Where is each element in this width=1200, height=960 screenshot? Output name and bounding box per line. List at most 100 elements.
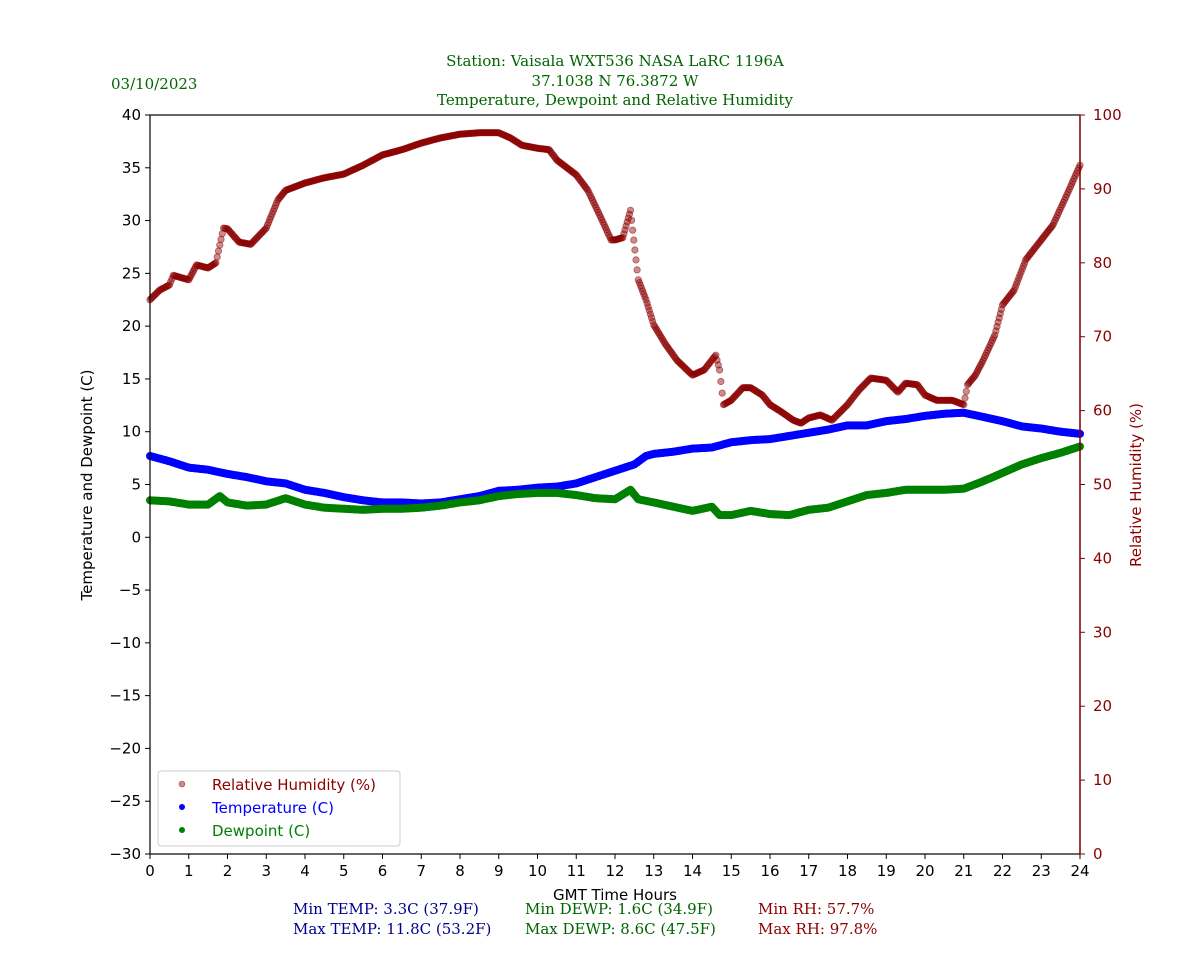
x-tick-label: 6 — [378, 862, 388, 880]
y2-tick-label: 80 — [1093, 254, 1112, 272]
dewpoint-series — [145, 442, 1085, 520]
rh-point — [960, 401, 968, 409]
x-tick-label: 16 — [760, 862, 779, 880]
y-tick-label: −10 — [109, 634, 141, 652]
x-tick-label: 15 — [722, 862, 741, 880]
y-tick-label: −25 — [109, 792, 141, 810]
x-tick-label: 5 — [339, 862, 349, 880]
legend-label-dewpoint: Dewpoint (C) — [212, 822, 310, 840]
rh-point — [633, 266, 641, 274]
y-tick-label: 30 — [122, 212, 141, 230]
x-tick-label: 7 — [416, 862, 426, 880]
x-tick-label: 1 — [184, 862, 194, 880]
rh-point — [717, 377, 725, 386]
rh-point — [718, 389, 726, 397]
x-tick-label: 17 — [799, 862, 818, 880]
y2-tick-label: 30 — [1093, 623, 1112, 641]
x-tick-label: 20 — [915, 862, 934, 880]
y-axis-label: Temperature and Dewpoint (C) — [78, 369, 96, 601]
y-tick-label: 20 — [122, 317, 141, 335]
x-tick-label: 23 — [1032, 862, 1051, 880]
legend: Relative Humidity (%) Temperature (C) De… — [157, 770, 401, 847]
y-tick-label: 40 — [122, 106, 141, 124]
x-tick-label: 3 — [261, 862, 271, 880]
rh-point — [631, 246, 639, 254]
rh-point — [961, 394, 969, 402]
x-tick-label: 21 — [954, 862, 973, 880]
x-tick-label: 18 — [838, 862, 857, 880]
y-tick-label: 15 — [122, 370, 141, 388]
y-tick-label: −15 — [109, 687, 141, 705]
y-tick-label: −30 — [109, 845, 141, 863]
x-tick-label: 2 — [223, 862, 233, 880]
rh-point — [996, 309, 1004, 318]
x-tick-label: 8 — [455, 862, 465, 880]
rh-point — [715, 366, 724, 374]
legend-marker-rh — [178, 780, 186, 788]
rh-point — [627, 216, 636, 224]
y2-tick-label: 60 — [1093, 402, 1112, 420]
y-tick-label: −5 — [119, 581, 141, 599]
y-tick-label: 5 — [131, 476, 141, 494]
stat-max-temp: Max TEMP: 11.8C (53.2F) — [293, 920, 492, 938]
x-tick-label: 13 — [644, 862, 663, 880]
stat-max-rh: Max RH: 97.8% — [758, 920, 878, 938]
y2-tick-label: 10 — [1093, 771, 1112, 789]
y2-axis-label: Relative Humidity (%) — [1127, 403, 1145, 567]
chart-title-line2: 37.1038 N 76.3872 W — [532, 72, 699, 90]
y2-tick-label: 20 — [1093, 697, 1112, 715]
x-tick-label: 24 — [1070, 862, 1089, 880]
rh-point — [632, 256, 640, 264]
y-axis-ticks: 40 35 30 25 20 15 10 5 0 −5 −10 −15 −20 −25 −30 — [109, 106, 150, 863]
chart-title-line1: Station: Vaisala WXT536 NASA LaRC 1196A — [446, 52, 784, 70]
rh-point — [216, 241, 224, 249]
rh-series — [146, 129, 1084, 427]
stat-max-dewp: Max DEWP: 8.6C (47.5F) — [525, 920, 716, 938]
y-tick-label: 35 — [122, 159, 141, 177]
rh-point — [995, 314, 1003, 322]
rh-point — [217, 235, 225, 243]
rh-point — [622, 222, 630, 230]
rh-point — [962, 387, 970, 395]
legend-marker-dewpoint — [179, 827, 185, 833]
chart-date: 03/10/2023 — [111, 75, 197, 93]
rh-point — [212, 259, 220, 267]
x-tick-label: 9 — [494, 862, 504, 880]
rh-point — [630, 236, 638, 244]
x-tick-label: 22 — [993, 862, 1012, 880]
rh-point — [991, 331, 999, 339]
legend-marker-temperature — [179, 804, 185, 810]
x-tick-label: 4 — [300, 862, 310, 880]
rh-point — [214, 247, 223, 255]
y-tick-label: −20 — [109, 739, 141, 757]
x-tick-label: 14 — [683, 862, 702, 880]
stat-min-dewp: Min DEWP: 1.6C (34.9F) — [525, 900, 713, 918]
rh-point — [213, 253, 221, 261]
y2-tick-label: 0 — [1093, 845, 1103, 863]
x-tick-label: 10 — [528, 862, 547, 880]
y-tick-label: 25 — [122, 264, 141, 282]
rh-point — [626, 206, 635, 214]
x-tick-label: 19 — [877, 862, 896, 880]
y-tick-label: 0 — [131, 528, 141, 546]
x-tick-label: 12 — [605, 862, 624, 880]
stat-min-temp: Min TEMP: 3.3C (37.9F) — [293, 900, 479, 918]
y2-tick-label: 90 — [1093, 180, 1112, 198]
legend-label-rh: Relative Humidity (%) — [212, 776, 376, 794]
y2-tick-label: 40 — [1093, 549, 1112, 567]
legend-label-temperature: Temperature (C) — [211, 799, 334, 817]
stat-min-rh: Min RH: 57.7% — [758, 900, 875, 918]
rh-point — [629, 226, 637, 234]
y-tick-label: 10 — [122, 423, 141, 441]
x-axis-ticks: 0 1 2 3 4 5 6 7 8 9 10 11 12 13 14 15 16 17 18 19 20 21 22 23 24 — [145, 854, 1090, 880]
x-tick-label: 11 — [567, 862, 586, 880]
rh-point — [994, 318, 1002, 326]
y2-tick-label: 50 — [1093, 476, 1112, 494]
x-tick-label: 0 — [145, 862, 155, 880]
chart-title-line3: Temperature, Dewpoint and Relative Humid… — [437, 91, 793, 109]
y2-tick-label: 100 — [1093, 106, 1122, 124]
y2-tick-label: 70 — [1093, 328, 1112, 346]
rh-point — [992, 327, 1000, 335]
